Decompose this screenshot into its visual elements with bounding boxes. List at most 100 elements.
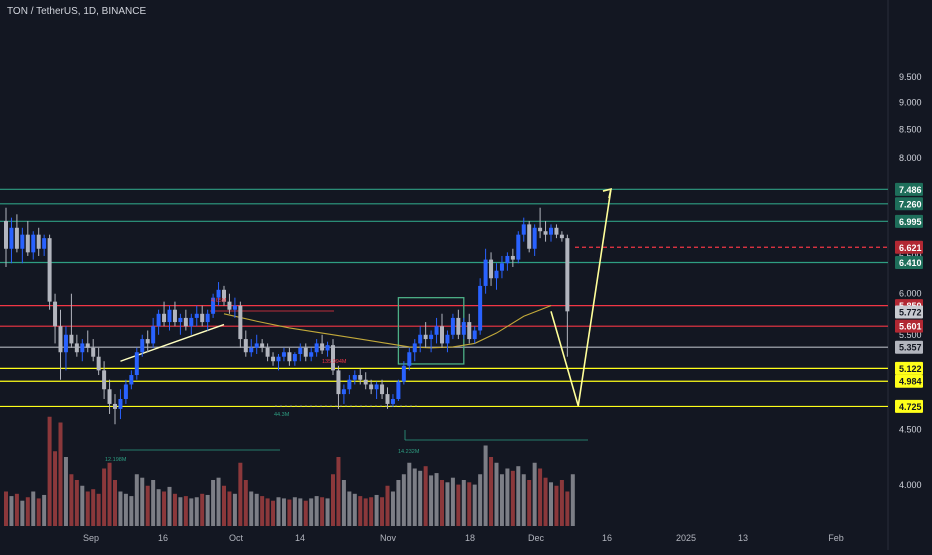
price-badge (895, 240, 923, 254)
volume-bar (178, 497, 183, 526)
price-badge-label: 6.995 (899, 217, 922, 227)
candle-body (298, 347, 303, 355)
volume-bar (145, 485, 150, 526)
volume-annotation: 4.65M (211, 298, 227, 304)
candle-body (336, 370, 341, 395)
volume-bar (347, 491, 352, 526)
candle-body (510, 255, 515, 260)
volume-bar (559, 480, 564, 526)
volume-bar (483, 445, 488, 526)
volume-bar (336, 457, 341, 526)
candle-body (423, 334, 428, 340)
candle-body (401, 365, 406, 382)
candle-body (222, 289, 226, 302)
volume-bar (499, 474, 504, 526)
volume-bar (363, 498, 368, 526)
projection-path (550, 188, 612, 407)
candle-body (200, 313, 205, 323)
volume-annotation: 12.198M (105, 457, 127, 463)
volume-bar (423, 466, 428, 526)
candle-body (456, 317, 461, 335)
candle-body (167, 309, 172, 323)
volume-bar (260, 496, 265, 526)
price-tick-label: 6.000 (899, 289, 922, 299)
candle-body (227, 301, 232, 310)
volume-bar (238, 462, 243, 526)
price-badge (895, 182, 923, 196)
price-badge-label: 5.357 (899, 343, 922, 353)
candle-body (69, 334, 74, 344)
candle-body (489, 259, 494, 279)
candle-body (281, 352, 286, 357)
candle-body (352, 375, 357, 380)
candle-body (565, 238, 570, 312)
candle-body (129, 375, 134, 385)
volume-bar (445, 482, 450, 526)
candle-body (85, 343, 90, 348)
volume-bar (205, 494, 210, 526)
candle-body (74, 343, 79, 353)
candle-body (276, 356, 281, 362)
candle-body (260, 343, 265, 348)
candle-body (521, 224, 526, 235)
candle-body (265, 347, 270, 357)
volume-bar (429, 475, 434, 526)
volume-bar (434, 473, 439, 526)
volume-bar (450, 477, 455, 526)
volume-bar (85, 491, 90, 526)
moving-average-line (223, 305, 552, 349)
volume-bar (527, 480, 532, 526)
volume-bar (243, 480, 248, 526)
candle-body (20, 234, 25, 249)
candle-body (96, 356, 101, 371)
candle-body (91, 347, 96, 357)
volume-bar (107, 462, 112, 526)
candle-body (314, 343, 319, 353)
candle-body (358, 375, 363, 380)
price-tick-label: 8.000 (899, 153, 922, 163)
time-tick-label: 13 (738, 533, 748, 543)
volume-bar (412, 468, 417, 526)
time-tick-label: Oct (229, 533, 244, 543)
volume-bar (292, 497, 297, 526)
volume-bar (200, 493, 205, 526)
volume-bar (172, 493, 177, 526)
volume-bar (298, 498, 303, 526)
candle-body (42, 238, 47, 249)
candle-body (254, 343, 259, 348)
candle-body (107, 389, 112, 404)
volume-bar (265, 498, 270, 526)
price-badge (895, 361, 923, 375)
volume-bar (91, 489, 96, 526)
candle-body (249, 347, 254, 353)
price-badge (895, 319, 923, 333)
volume-bar (151, 480, 156, 526)
candle-body (216, 289, 221, 298)
candle-body (549, 227, 553, 235)
volume-bar (183, 496, 188, 526)
price-tick-label: 6.500 (899, 251, 922, 261)
candle-body (118, 398, 123, 409)
volume-bar (140, 477, 145, 526)
price-tick-label: 9.000 (899, 97, 922, 107)
volume-bar (456, 484, 461, 526)
candle-body (31, 234, 36, 253)
volume-bar (352, 493, 357, 526)
price-tick-label: 9.500 (899, 72, 922, 82)
candle-body (189, 317, 194, 327)
price-badge (895, 214, 923, 228)
time-tick-label: 14 (295, 533, 305, 543)
candle-body (483, 259, 488, 286)
volume-bar (129, 496, 134, 526)
volume-bar (549, 482, 553, 526)
volume-bar (4, 491, 8, 526)
volume-bar (325, 498, 330, 526)
candle-body (243, 339, 248, 353)
candle-body (151, 326, 156, 344)
price-badge-label: 4.984 (899, 377, 922, 387)
candle-body (9, 227, 14, 249)
time-tick-label: 16 (158, 533, 168, 543)
volume-bar (74, 480, 79, 526)
